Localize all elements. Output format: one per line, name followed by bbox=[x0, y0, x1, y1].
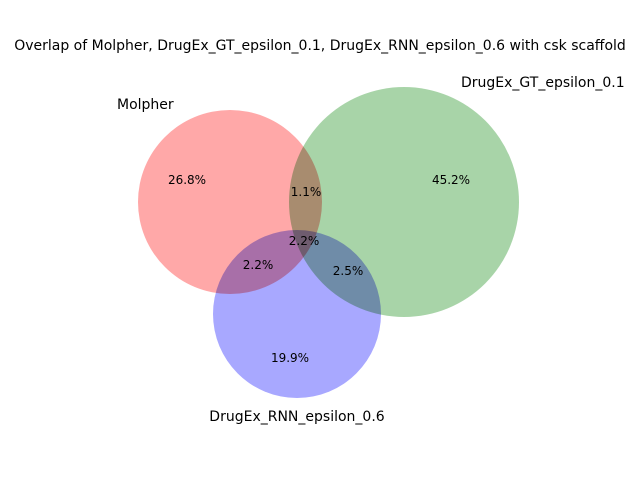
region-label-all-three: 2.2% bbox=[289, 234, 320, 248]
region-label-rnn-only: 19.9% bbox=[271, 351, 309, 365]
circle-drugex-rnn bbox=[213, 230, 381, 398]
region-label-molpher-only: 26.8% bbox=[168, 173, 206, 187]
venn-circles bbox=[138, 87, 519, 398]
region-label-gt-rnn: 2.5% bbox=[333, 264, 364, 278]
set-label-drugex-gt: DrugEx_GT_epsilon_0.1 bbox=[461, 75, 625, 91]
region-label-molpher-gt: 1.1% bbox=[291, 185, 322, 199]
set-label-drugex-rnn: DrugEx_RNN_epsilon_0.6 bbox=[209, 409, 384, 425]
set-label-molpher: Molpher bbox=[117, 97, 174, 113]
region-label-gt-only: 45.2% bbox=[432, 173, 470, 187]
region-label-molpher-rnn: 2.2% bbox=[243, 258, 274, 272]
chart-title: Overlap of Molpher, DrugEx_GT_epsilon_0.… bbox=[14, 38, 626, 54]
